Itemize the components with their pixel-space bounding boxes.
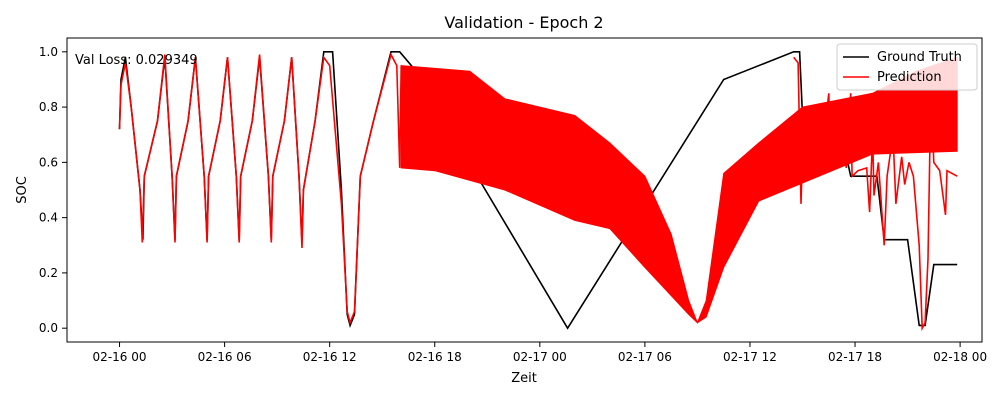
legend: Ground Truth Prediction (836, 43, 978, 91)
val-loss-annotation: Val Loss: 0.029349 (75, 53, 198, 68)
x-tick-label: 02-16 12 (303, 350, 357, 364)
y-axis-ticks: 0.0 0.2 0.4 0.6 0.8 1.0 (39, 45, 67, 335)
legend-label: Prediction (877, 70, 942, 85)
y-tick-label: 0.4 (39, 211, 58, 225)
x-tick-label: 02-17 00 (513, 350, 567, 364)
chart-title: Validation - Epoch 2 (444, 13, 603, 32)
axes-frame (66, 37, 983, 343)
x-tick-label: 02-17 18 (828, 350, 882, 364)
x-tick-label: 02-18 00 (933, 350, 987, 364)
x-tick-label: 02-16 06 (198, 350, 252, 364)
y-axis-label: SOC (15, 176, 30, 204)
legend-box (836, 43, 978, 91)
x-tick-label: 02-16 18 (408, 350, 462, 364)
series-prediction-line (118, 52, 402, 326)
x-axis-ticks: 02-16 00 02-16 06 02-16 12 02-16 18 02-17 00… (93, 342, 987, 364)
y-tick-label: 0.2 (39, 266, 58, 280)
y-tick-label: 0.0 (39, 321, 58, 335)
y-tick-label: 1.0 (39, 45, 58, 59)
series-prediction-tail-line (793, 56, 958, 332)
legend-label: Ground Truth (877, 50, 962, 65)
x-axis-label: Zeit (511, 371, 537, 386)
x-tick-label: 02-17 12 (723, 350, 777, 364)
y-tick-label: 0.6 (39, 155, 58, 169)
x-tick-label: 02-17 06 (618, 350, 672, 364)
y-tick-label: 0.8 (39, 100, 58, 114)
x-tick-label: 02-16 00 (93, 350, 147, 364)
